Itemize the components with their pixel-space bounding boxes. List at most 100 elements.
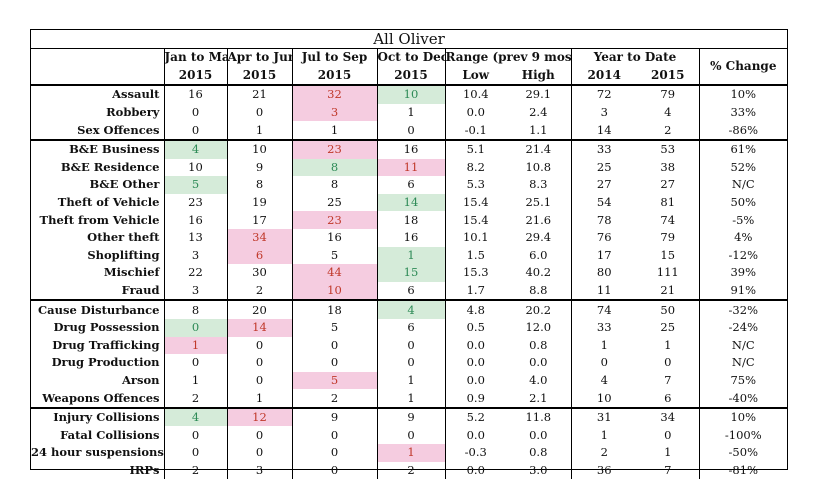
row-label: Shoplifting [87, 247, 160, 262]
cell-q2: 2 [226, 281, 292, 301]
cell-q1: 3 [163, 246, 227, 265]
cell-ytd-2015: 34 [637, 406, 699, 427]
header-ytd: Year to Date [570, 48, 699, 67]
cell-range-high: 0.8 [529, 445, 548, 460]
table-row: Arson 1 0 5 1 0.0 4.0 4 7 75% [31, 371, 788, 390]
cell-ytd-2014: 33 [570, 318, 637, 337]
row-label: Drug Possession [53, 320, 160, 335]
cell-q4: 11 [376, 158, 445, 177]
cell-range-low: 4.8 [444, 299, 506, 319]
cell-range-high: 2.1 [529, 390, 548, 405]
cell-range-low: 0.0 [444, 426, 506, 445]
cell-q3: 8 [291, 176, 377, 194]
header-range: Range (prev 9 mos) [444, 48, 571, 67]
cell-range-high: 6.0 [529, 247, 548, 262]
cell-q1: 1 [163, 336, 227, 355]
cell-range-high: 20.2 [506, 299, 571, 319]
cell-ytd-2014: 27 [570, 176, 637, 194]
cell-q3: 5 [291, 371, 377, 390]
cell-q3: 9 [291, 406, 377, 427]
row-label: Cause Disturbance [31, 299, 164, 319]
cell-ytd-2015: 4 [664, 105, 672, 120]
cell-range-high: 3.0 [529, 462, 548, 477]
table-row: Drug Trafficking 1 0 0 0 0.0 0.8 1 1 N/C [31, 336, 788, 355]
cell-pct-change: -12% [698, 246, 788, 265]
table-row: Mischief 22 30 44 15 15.3 40.2 80 111 39% [31, 264, 788, 282]
cell-q1: 16 [163, 85, 227, 104]
cell-ytd-2015: 111 [656, 265, 679, 280]
cell-range-high: 25.1 [525, 195, 552, 210]
header-q1: Jan to Mar [163, 48, 227, 67]
cell-q1: 0 [163, 318, 227, 337]
cell-q3: 0 [291, 426, 377, 445]
header-q3: Jul to Sep [291, 48, 377, 67]
cell-q2: 0 [226, 354, 292, 372]
cell-range-high: 12.0 [525, 320, 552, 335]
cell-q3: 3 [291, 103, 377, 122]
table-row: Drug Production 0 0 0 0 0.0 0.0 0 0 N/C [31, 354, 788, 372]
cell-q3: 0 [291, 461, 377, 480]
cell-ytd-2015: 21 [660, 283, 676, 298]
table-row: Shoplifting 3 6 5 1 1.5 6.0 17 15 -12% [31, 246, 788, 265]
cell-ytd-2014: 80 [570, 264, 637, 282]
table-title: All Oliver [31, 30, 788, 49]
cell-pct-change: -81% [698, 461, 788, 480]
cell-pct-change: N/C [698, 354, 788, 372]
cell-range-low: 5.2 [444, 406, 506, 427]
header-q4-year: 2015 [376, 66, 445, 87]
table-row: Weapons Offences 2 1 2 1 0.9 2.1 10 6 -40% [31, 389, 788, 408]
cell-range-low: 15.3 [444, 264, 506, 282]
cell-ytd-2015: 81 [660, 195, 676, 210]
cell-ytd-2015: 79 [660, 87, 676, 102]
cell-ytd-2014: 4 [570, 371, 637, 390]
cell-pct-change: 4% [698, 228, 788, 247]
table-row: Robbery 0 0 3 1 0.0 2.4 3 4 33% [31, 103, 788, 122]
cell-q3: 16 [291, 228, 377, 247]
cell-q2: 10 [226, 138, 292, 159]
cell-pct-change: -40% [698, 389, 788, 408]
cell-q2: 6 [226, 246, 292, 265]
cell-pct-change: 33% [698, 103, 788, 122]
cell-range-high: 11.8 [506, 406, 571, 427]
cell-ytd-2014: 14 [570, 121, 637, 140]
cell-ytd-2014: 54 [570, 193, 637, 212]
cell-range-low: 10.1 [444, 228, 506, 247]
cell-q3: 25 [291, 193, 377, 212]
cell-ytd-2014: 2 [570, 444, 637, 462]
cell-range-high: 0.0 [529, 427, 548, 442]
cell-q4: 16 [376, 228, 445, 247]
row-label: B&E Other [89, 177, 160, 192]
cell-range-high: 0.0 [529, 355, 548, 370]
row-label: Theft from Vehicle [39, 212, 160, 227]
cell-ytd-2014: 36 [570, 461, 637, 480]
table-row: Injury Collisions 4 12 9 9 5.2 11.8 31 34 10% [31, 406, 788, 427]
row-label: Arson [122, 372, 160, 387]
cell-q4: 18 [376, 211, 445, 229]
cell-ytd-2015: 79 [660, 230, 676, 245]
cell-q1: 2 [163, 389, 227, 408]
table-row: Fraud 3 2 10 6 1.7 8.8 11 21 91% [31, 281, 788, 301]
cell-pct-change: -24% [698, 318, 788, 337]
cell-range-high: 8.3 [529, 177, 548, 192]
cell-q1: 16 [163, 211, 227, 229]
cell-range-low: 8.2 [444, 158, 506, 177]
row-label: B&E Residence [60, 159, 160, 174]
cell-q4: 10 [376, 85, 445, 104]
cell-q4: 14 [376, 193, 445, 212]
row-label: Drug Trafficking [52, 337, 160, 352]
cell-pct-change: 50% [698, 193, 788, 212]
cell-q2: 3 [226, 461, 292, 480]
cell-q2: 20 [226, 299, 292, 319]
cell-range-low: 0.0 [444, 103, 506, 122]
row-label: Fraud [121, 283, 160, 298]
table-row: Drug Possession 0 14 5 6 0.5 12.0 33 25 -24% [31, 318, 788, 337]
cell-range-low: 0.5 [444, 318, 506, 337]
cell-pct-change: 39% [698, 264, 788, 282]
cell-ytd-2015: 7 [664, 372, 672, 387]
cell-pct-change: -100% [698, 426, 788, 445]
cell-q4: 1 [376, 103, 445, 122]
cell-q1: 2 [163, 461, 227, 480]
cell-ytd-2015: 25 [660, 320, 676, 335]
cell-ytd-2014: 17 [570, 246, 637, 265]
cell-ytd-2015: 27 [660, 177, 676, 192]
